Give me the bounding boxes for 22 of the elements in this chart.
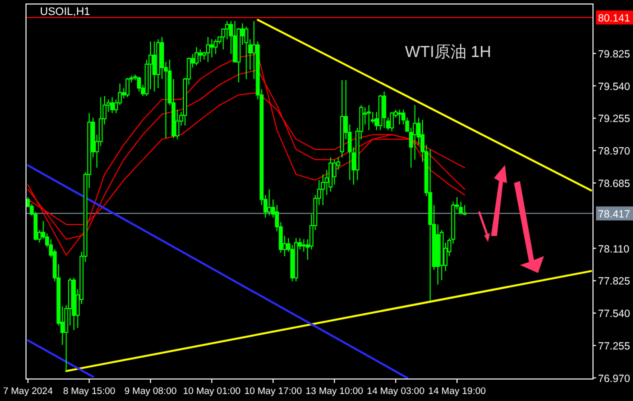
x-tick-label: 10 May 01:00: [183, 386, 241, 397]
annotation: WTI原油 1H: [405, 44, 492, 61]
y-tick-label: 78.685: [598, 178, 630, 190]
y-tick-label: 79.255: [598, 113, 630, 126]
y-tick-label: 78.110: [598, 243, 630, 256]
x-tick-label: 9 May 08:00: [124, 386, 177, 397]
ref-line-label: 80.141: [598, 12, 630, 25]
x-tick-label: 10 May 17:00: [244, 386, 302, 397]
y-tick-label: 78.970: [598, 146, 630, 158]
y-tick-label: 77.255: [598, 340, 630, 352]
x-tick-label: 14 May 03:00: [366, 386, 424, 397]
y-tick-label: 76.970: [598, 372, 630, 385]
title: USOIL,H1: [40, 6, 90, 18]
x-tick-label: 14 May 19:00: [428, 386, 486, 397]
ref-line-label: 78.417: [598, 208, 630, 220]
y-tick-label: 79.540: [598, 80, 630, 93]
y-tick-label: 79.825: [598, 48, 630, 60]
x-tick-label: 8 May 15:00: [63, 386, 116, 397]
y-tick-label: 77.825: [598, 276, 630, 288]
x-tick-label: 13 May 10:00: [306, 386, 364, 397]
x-tick-label: 7 May 2024: [3, 386, 53, 397]
y-tick-label: 77.540: [598, 308, 630, 320]
